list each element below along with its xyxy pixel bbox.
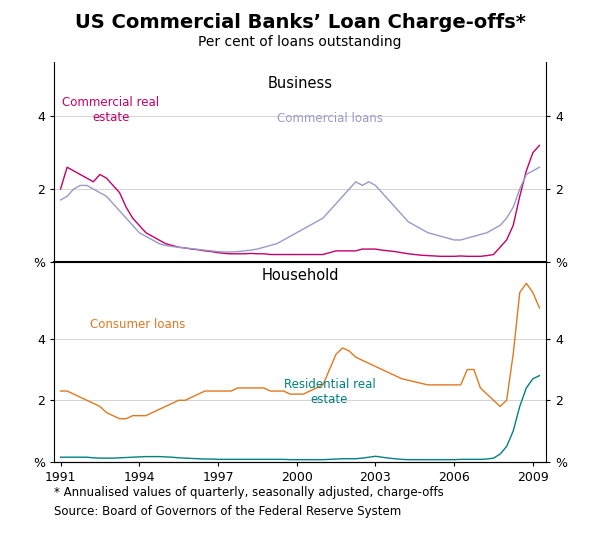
Text: Commercial loans: Commercial loans <box>277 112 382 125</box>
Text: Consumer loans: Consumer loans <box>90 318 185 331</box>
Text: Residential real
estate: Residential real estate <box>284 378 376 406</box>
Text: US Commercial Banks’ Loan Charge-offs*: US Commercial Banks’ Loan Charge-offs* <box>74 13 526 32</box>
Text: Business: Business <box>268 76 332 91</box>
Text: Source: Board of Governors of the Federal Reserve System: Source: Board of Governors of the Federa… <box>54 505 401 518</box>
Text: Commercial real
estate: Commercial real estate <box>62 96 159 124</box>
Text: Household: Household <box>261 268 339 283</box>
Text: Per cent of loans outstanding: Per cent of loans outstanding <box>198 35 402 49</box>
Text: * Annualised values of quarterly, seasonally adjusted, charge-offs: * Annualised values of quarterly, season… <box>54 486 444 499</box>
